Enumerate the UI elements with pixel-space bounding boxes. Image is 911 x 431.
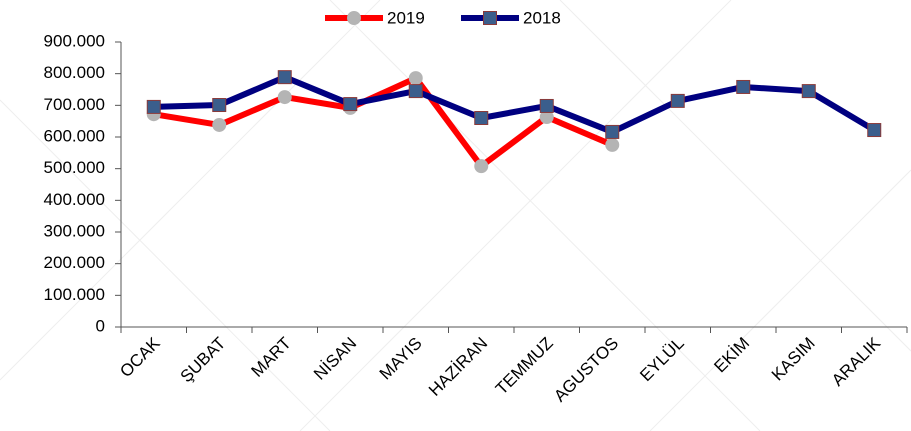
data-point — [277, 90, 292, 105]
x-tick-label: EKİM — [710, 334, 753, 377]
data-point — [867, 123, 882, 138]
x-tick-label: MAYIS — [376, 334, 426, 384]
data-point — [474, 159, 489, 174]
data-point — [212, 117, 227, 132]
x-tick-label: AGUSTOS — [550, 334, 622, 406]
x-tick-label: MART — [247, 334, 294, 381]
data-point — [146, 99, 161, 114]
y-tick-label: 400.000 — [44, 190, 105, 209]
y-tick-label: 100.000 — [44, 285, 105, 304]
legend-marker — [347, 11, 361, 25]
data-point — [408, 71, 423, 86]
y-tick-label: 800.000 — [44, 63, 105, 82]
y-tick-label: 900.000 — [44, 31, 105, 50]
data-point — [343, 97, 358, 112]
y-tick-label: 700.000 — [44, 95, 105, 114]
y-tick-label: 200.000 — [44, 253, 105, 272]
legend-label: 2018 — [523, 8, 561, 27]
x-tick-label: KASIM — [768, 334, 819, 385]
data-point — [539, 98, 554, 113]
data-point — [736, 79, 751, 94]
x-tick-label: OCAK — [116, 333, 164, 381]
data-point — [277, 70, 292, 85]
series-line — [153, 75, 614, 170]
legend-label: 2019 — [387, 8, 425, 27]
x-tick-label: ŞUBAT — [177, 334, 230, 387]
data-point — [474, 111, 489, 125]
y-tick-label: 500.000 — [44, 158, 105, 177]
y-tick-label: 300.000 — [44, 221, 105, 240]
data-point — [408, 84, 423, 99]
x-tick-label: NİSAN — [310, 334, 360, 384]
data-point — [605, 124, 620, 139]
x-tick-label: TEMMUZ — [492, 334, 557, 399]
data-point — [605, 137, 620, 152]
y-tick-label: 600.000 — [44, 126, 105, 145]
y-tick-label: 0 — [96, 316, 105, 335]
series-line — [153, 74, 876, 135]
x-tick-label: ARALIK — [828, 333, 885, 390]
x-tick-label: HAZİRAN — [425, 334, 491, 400]
data-point — [212, 98, 227, 113]
data-point — [670, 93, 685, 108]
data-point — [801, 84, 816, 99]
x-tick-label: EYLÜL — [636, 334, 688, 386]
legend-marker — [483, 11, 497, 25]
